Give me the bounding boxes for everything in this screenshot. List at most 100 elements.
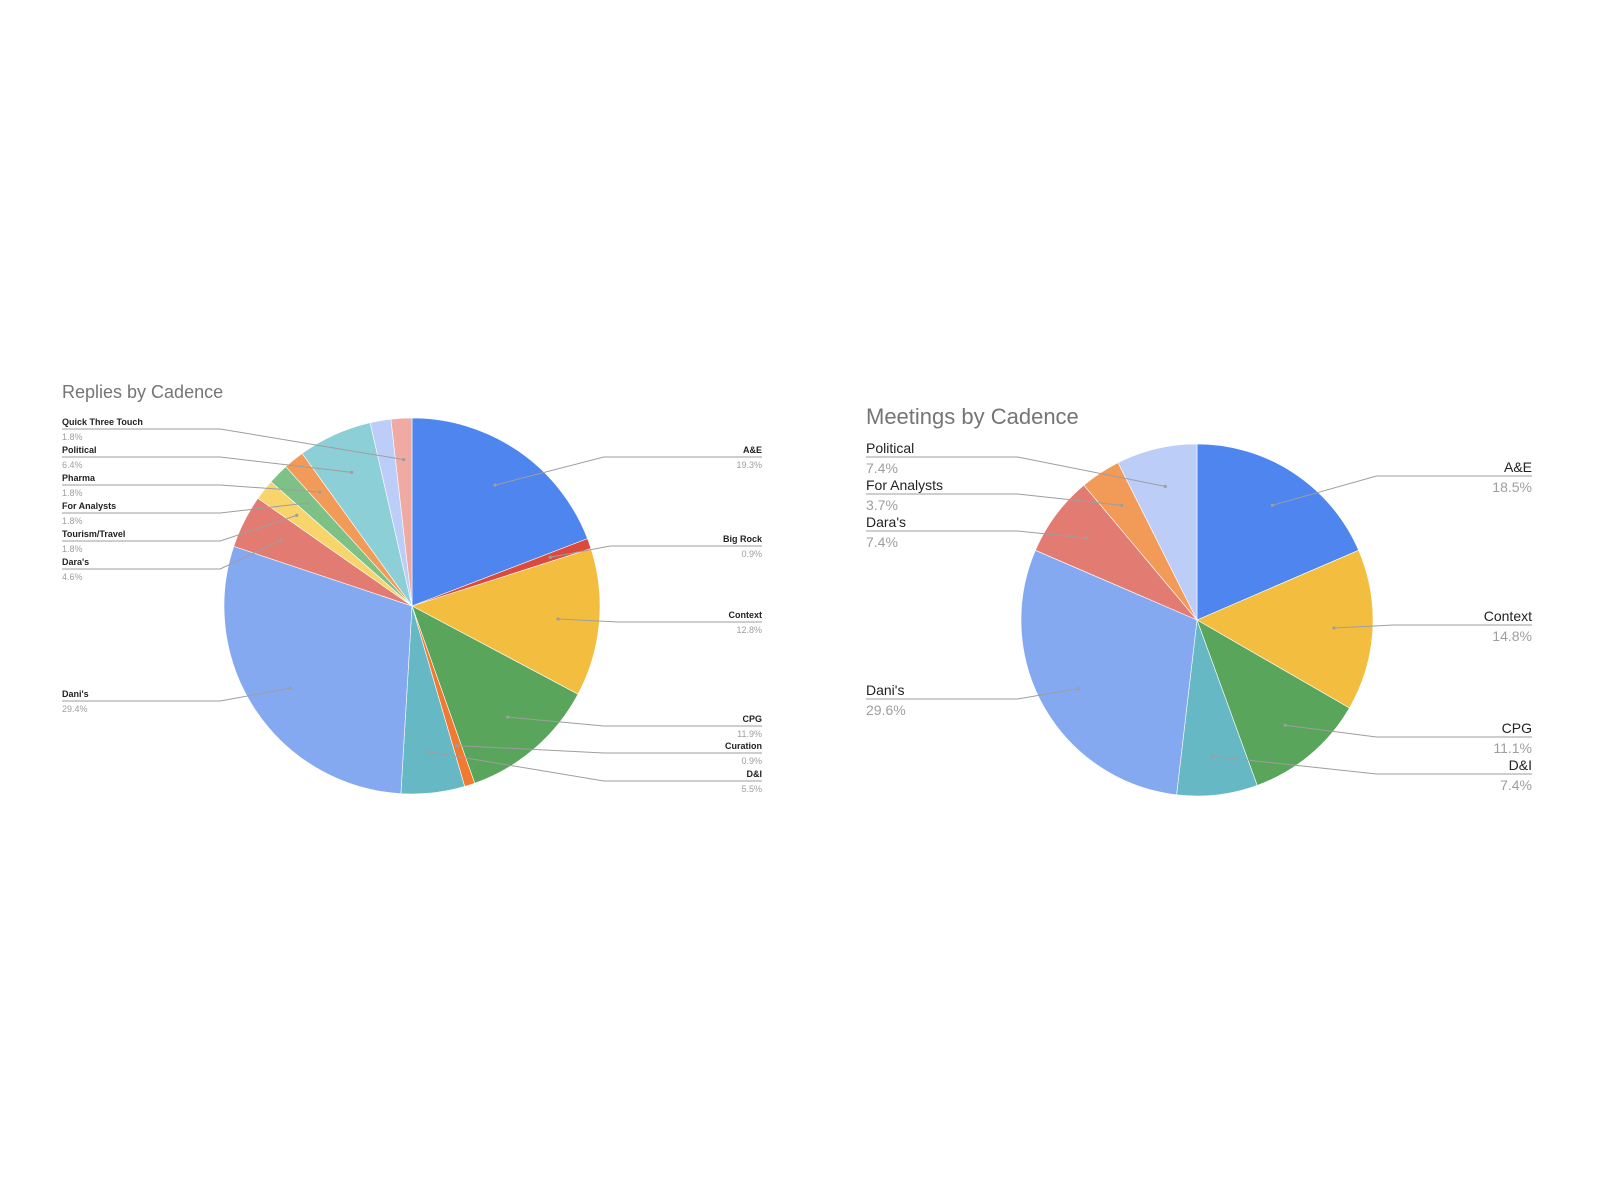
pie-label-for-analysts: For Analysts 1.8% [62, 501, 310, 526]
leader-line [428, 751, 762, 782]
slice-percent-label: 29.4% [62, 704, 88, 714]
pie-label-political: Political 7.4% [866, 440, 1167, 488]
replies-pie: A&E 19.3% Big Rock 0.9% Context 12.8% CPG 11.9%… [62, 417, 763, 795]
slice-name-label: Context [1484, 608, 1532, 624]
meetings-chart-title: Meetings by Cadence [866, 404, 1079, 429]
slice-name-label: D&I [747, 769, 763, 779]
leader-line [866, 530, 1087, 539]
slice-name-label: Quick Three Touch [62, 417, 143, 427]
slice-name-label: A&E [1504, 459, 1532, 475]
leader-line [62, 484, 320, 493]
leader-dot [1076, 687, 1080, 691]
leader-line [866, 493, 1122, 506]
leader-line [1285, 724, 1532, 738]
pie-label-dani-s: Dani's 29.6% [866, 682, 1080, 718]
pie-label-context: Context 14.8% [1332, 608, 1532, 644]
leader-line [1272, 475, 1532, 506]
slice-percent-label: 1.8% [62, 516, 83, 526]
slice-name-label: Dara's [62, 557, 89, 567]
pie-label-curation: Curation 0.9% [455, 741, 762, 766]
pie-label-big-rock: Big Rock 0.9% [548, 534, 763, 559]
leader-dot [556, 617, 560, 621]
leader-dot [1283, 723, 1287, 727]
replies-chart-title: Replies by Cadence [62, 382, 223, 402]
pie-slice-cpg [411, 605, 579, 784]
pie-slice-dani-s [223, 545, 413, 794]
pie-label-quick-three-touch: Quick Three Touch 1.8% [62, 417, 406, 462]
slice-name-label: For Analysts [62, 501, 116, 511]
leader-dot [1332, 626, 1336, 630]
pie-label-tourism-travel: Tourism/Travel 1.8% [62, 513, 299, 554]
slice-percent-label: 7.4% [1500, 777, 1532, 793]
pie-label-pharma: Pharma 1.8% [62, 473, 322, 498]
slice-name-label: Political [62, 445, 97, 455]
meetings-pie: A&E 18.5% Context 14.8% CPG 11.1%D&I 7.4% Dani'… [866, 440, 1532, 797]
pie-slice-context [1196, 549, 1374, 709]
slice-name-label: Dara's [866, 514, 906, 530]
slice-name-label: A&E [743, 445, 762, 455]
slice-name-label: Dani's [866, 682, 904, 698]
slice-percent-label: 0.9% [741, 756, 762, 766]
pie-label-context: Context 12.8% [556, 610, 762, 635]
slice-name-label: CPG [1502, 720, 1532, 736]
pie-label-dani-s: Dani's 29.4% [62, 686, 293, 714]
leader-line [550, 545, 762, 558]
pie-label-d-i: D&I 7.4% [1211, 754, 1532, 793]
slice-name-label: Big Rock [723, 534, 763, 544]
leader-dot [1085, 536, 1089, 540]
slice-percent-label: 5.5% [741, 784, 762, 794]
slice-percent-label: 1.8% [62, 432, 83, 442]
pie-slice-political [1117, 443, 1198, 621]
pie-label-political: Political 6.4% [62, 445, 354, 474]
pie-label-d-i: D&I 5.5% [426, 750, 763, 794]
leader-dot [306, 501, 310, 505]
pie-label-cpg: CPG 11.1% [1283, 720, 1532, 756]
slice-name-label: Dani's [62, 689, 89, 699]
slice-percent-label: 12.8% [736, 625, 762, 635]
leader-dot [506, 715, 510, 719]
slice-name-label: Tourism/Travel [62, 529, 125, 539]
slice-name-label: Political [866, 440, 914, 456]
slice-percent-label: 1.8% [62, 488, 83, 498]
leader-dot [1120, 503, 1124, 507]
slice-percent-label: 14.8% [1492, 628, 1532, 644]
leader-dot [455, 744, 459, 748]
leader-dot [493, 483, 497, 487]
replies-pie-chart: Replies by Cadence A&E19.3%Big Rock0.9%C… [62, 382, 763, 795]
pie-label-dara-s: Dara's 4.6% [62, 538, 283, 582]
slice-percent-label: 29.6% [866, 702, 906, 718]
leader-line [507, 716, 762, 727]
leader-line [62, 539, 282, 570]
slice-percent-label: 11.1% [1493, 740, 1532, 756]
pie-slice-context [411, 548, 601, 695]
pie-labels: A&E 19.3% Big Rock 0.9% Context 12.8% CPG 11.9%… [62, 417, 763, 794]
slice-percent-label: 6.4% [62, 460, 83, 470]
slice-name-label: Pharma [62, 473, 96, 483]
pie-label-a-e: A&E 18.5% [1270, 459, 1532, 507]
leader-line [62, 456, 352, 473]
pie-labels: A&E 18.5% Context 14.8% CPG 11.1%D&I 7.4% Dani'… [866, 440, 1532, 793]
pie-slices [223, 417, 601, 795]
leader-dot [1211, 754, 1215, 759]
slice-name-label: Curation [725, 741, 762, 751]
leader-dot [1163, 484, 1167, 488]
leader-dot [318, 490, 322, 494]
slice-name-label: D&I [1509, 757, 1532, 773]
pie-label-for-analysts: For Analysts 3.7% [866, 477, 1124, 513]
slice-name-label: CPG [742, 714, 762, 724]
slice-percent-label: 1.8% [62, 544, 83, 554]
leader-dot [402, 458, 406, 462]
leader-line [866, 688, 1079, 700]
pie-label-cpg: CPG 11.9% [506, 714, 762, 739]
leader-line [62, 687, 291, 702]
slice-name-label: For Analysts [866, 477, 943, 493]
pie-slice-a-e [1196, 443, 1360, 621]
slice-percent-label: 7.4% [866, 460, 898, 476]
pie-slices [1020, 443, 1374, 797]
pie-slice-dani-s [1020, 549, 1198, 796]
leader-dot [1270, 503, 1274, 507]
slice-percent-label: 4.6% [62, 572, 83, 582]
leader-line [62, 428, 404, 461]
pie-label-a-e: A&E 19.3% [493, 445, 762, 487]
pie-slice-quick-three-touch [390, 417, 413, 607]
